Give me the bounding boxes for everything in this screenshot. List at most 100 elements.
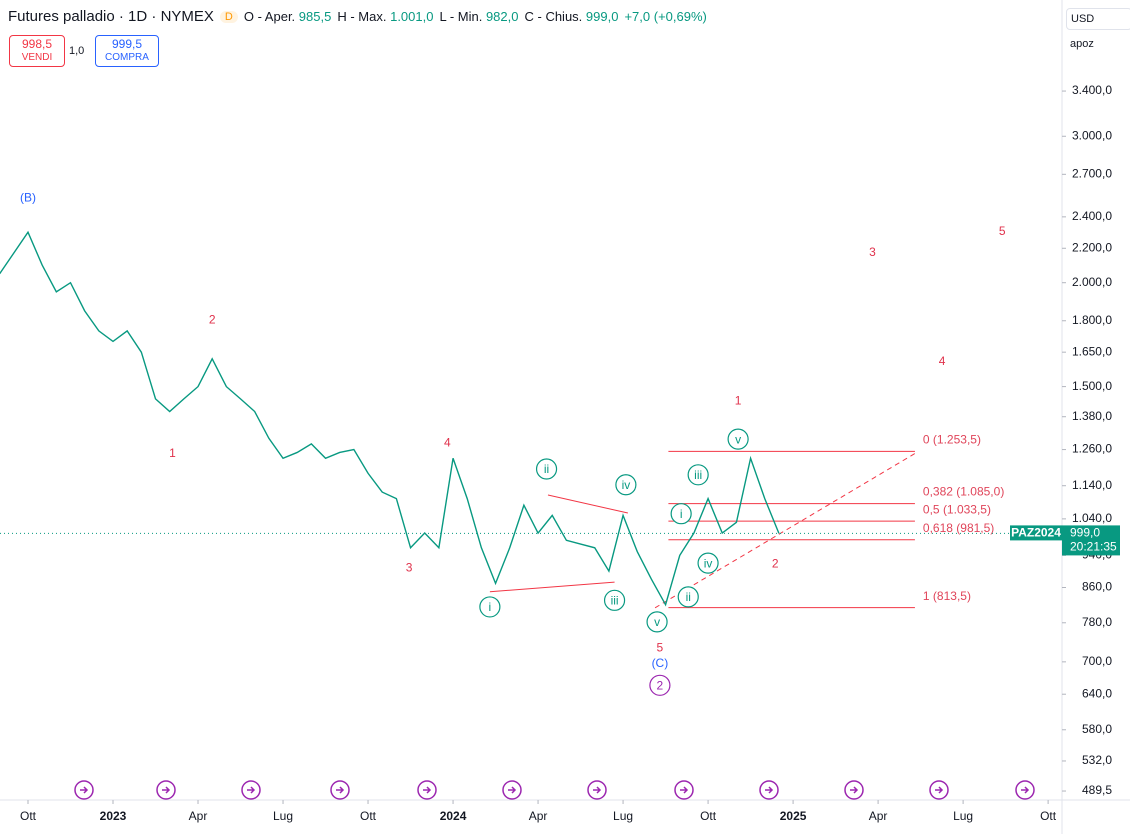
price: 998,5 [21,37,53,51]
price-tag [1062,525,1120,556]
wave-label: iv [704,556,713,570]
wave-label: 1 [169,446,176,460]
y-tick-label: 3.000,0 [1072,128,1112,142]
event-icon-glyph [765,786,774,794]
countdown: 20:21:35 [1070,540,1117,554]
y-tick-label: 2.700,0 [1072,166,1112,180]
wave-circle [646,611,668,633]
name-tag [1010,525,1062,541]
change: +7,0 (+0,69%) [624,9,707,24]
y-tick-label: 1.260,0 [1072,442,1112,456]
x-tick-label: Lug [953,809,973,823]
y-tick-label: 860,0 [1082,580,1112,594]
wave-label: 5 [999,224,1006,238]
y-tick-label: 780,0 [1082,615,1112,629]
wave-circle [479,596,501,618]
event-icon-glyph [593,786,602,794]
wave-label: i [489,600,492,614]
ohlc-o: O - Aper. 985,5 [244,9,331,24]
x-tick-label: Ott [1040,809,1057,823]
fib-label: 0,5 (1.033,5) [923,502,991,516]
x-tick-label: Ott [700,809,717,823]
x-tick-label: 2023 [100,809,127,823]
ohlc-h: H - Max. 1.001,0 [337,9,433,24]
x-tick-label: Lug [273,809,293,823]
wave-circle [615,474,637,496]
event-icon-glyph [1021,786,1030,794]
event-icon-glyph [336,786,345,794]
wave-label: 2 [772,556,779,570]
event-icon-glyph [423,786,432,794]
event-icon-glyph [935,786,944,794]
scale-mode[interactable]: apoz [1070,38,1094,50]
value: 985,5 [298,9,332,24]
event-icon-glyph [850,786,859,794]
wave-label: i [680,507,683,521]
price-line [0,230,780,607]
y-tick-label: 640,0 [1082,686,1112,700]
series-name: PAZ2024 [1011,526,1061,540]
wave-label: 3 [869,245,876,259]
wave-circle [649,674,671,696]
wave-label: 1 [735,393,742,407]
wave-label: (B) [20,190,36,204]
event-icon-glyph [80,786,89,794]
y-tick-label: 1.800,0 [1072,313,1112,327]
wave-circle [697,552,719,574]
x-tick-label: 2024 [440,809,467,823]
wave-label: ii [686,590,691,604]
fib-label: 0,618 (981,5) [923,521,994,535]
fib-label: 1 (813,5) [923,589,971,603]
y-tick-label: 2.200,0 [1072,240,1112,254]
event-icon-glyph [162,786,171,794]
trendline [489,581,615,593]
y-tick-label: 1.650,0 [1072,344,1112,358]
event-icon-glyph [680,786,689,794]
y-tick-label: 580,0 [1082,722,1112,736]
wave-circle [603,589,626,611]
label: O - Aper. [243,9,296,24]
spread: 1,0 [69,45,85,57]
currency[interactable]: USD [1066,8,1130,30]
wave-label: 2 [657,678,664,692]
fib-label: 0,382 (1.085,0) [923,485,1004,499]
y-tick-label: 700,0 [1082,654,1112,668]
last-price: 999,0 [1070,526,1100,540]
event-icon-glyph [247,786,256,794]
value: 982,0 [485,9,519,24]
wave-circle [687,464,709,486]
x-tick-label: Apr [529,809,548,823]
wave-label: iii [611,594,619,608]
x-tick-label: Apr [189,809,208,823]
y-tick-label: 1.040,0 [1072,511,1112,525]
x-tick-label: Ott [20,809,37,823]
wave-label: 4 [444,436,451,450]
ohlc-c: C - Chius. 999,0 [525,9,619,24]
x-tick-label: Ott [360,809,377,823]
y-tick-label: 2.000,0 [1072,275,1112,289]
wave-label: 5 [657,640,664,654]
wave-label: 2 [209,312,216,326]
value: 1.001,0 [390,9,434,24]
wave-circle [727,428,749,450]
label: C - Chius. [524,9,583,24]
label: VENDI [21,52,53,63]
header: Futures palladio · 1D · NYMEX D O - Aper… [8,8,707,25]
label: COMPRA [105,52,149,63]
x-tick-label: Lug [613,809,633,823]
trendline [654,451,918,609]
y-tick-label: 1.500,0 [1072,379,1112,393]
x-tick-label: Apr [869,809,888,823]
fib-label: 0 (1.253,5) [923,433,981,447]
wave-label: ii [544,462,549,476]
symbol-title[interactable]: Futures palladio · 1D · NYMEX [8,8,214,25]
wave-label: v [735,432,741,446]
wave-label: (C) [652,656,669,670]
wave-label: iii [694,468,702,482]
value: 999,0 [585,9,619,24]
buy-button[interactable]: 999,5 COMPRA [95,35,159,67]
sell-button[interactable]: 998,5 VENDI [9,35,65,67]
ohlc-l: L - Min. 982,0 [439,9,518,24]
y-tick-label: 2.400,0 [1072,209,1112,223]
wave-label: 4 [939,354,946,368]
